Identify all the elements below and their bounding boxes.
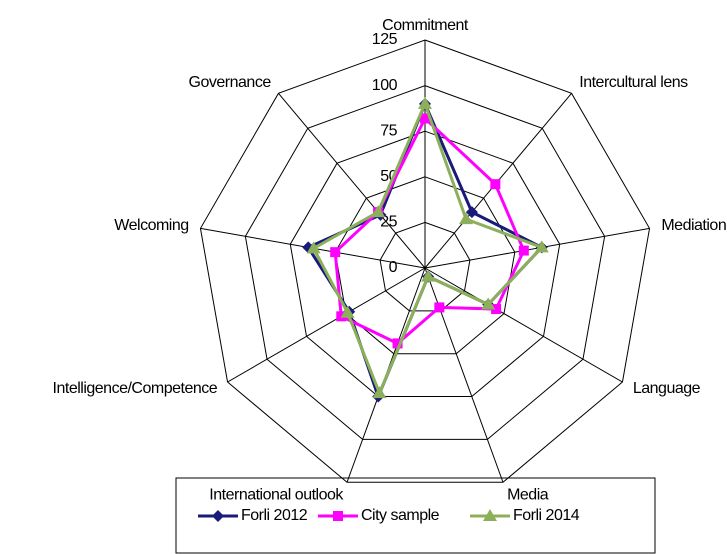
series-line (311, 99, 545, 398)
axis-spoke (278, 93, 426, 269)
data-point (434, 302, 445, 313)
legend-marker (483, 509, 497, 521)
data-point (465, 206, 478, 219)
legend-label: City sample (361, 507, 440, 524)
data-point (418, 96, 432, 109)
r-tick-label: 25 (380, 214, 397, 231)
grid-line (289, 130, 561, 398)
series-line (333, 115, 526, 346)
data-point (372, 386, 387, 399)
legend-label: Forli 2014 (513, 507, 580, 524)
category-label: Media (507, 487, 549, 504)
legend-marker (333, 511, 343, 521)
r-tick-label: 125 (372, 31, 398, 48)
data-point (340, 305, 355, 318)
data-point (371, 205, 386, 218)
data-point (481, 297, 496, 310)
data-point (421, 269, 436, 282)
data-point (534, 240, 549, 253)
data-point (490, 179, 501, 190)
grid-line (199, 39, 651, 483)
category-label: Governance (189, 74, 272, 91)
category-label: Mediation (661, 217, 726, 234)
axis-spoke (424, 267, 623, 383)
category-label: Welcoming (114, 217, 188, 234)
category-label: International outlook (209, 487, 344, 504)
data-point (491, 304, 502, 315)
data-point (420, 113, 430, 124)
data-point (336, 311, 347, 322)
r-tick-label: 100 (372, 77, 398, 94)
axis-spoke (227, 267, 426, 383)
category-label: Intercultural lens (579, 74, 688, 91)
category-label: Commitment (382, 17, 469, 34)
grid-line (244, 85, 606, 440)
data-point (330, 247, 341, 258)
data-point (392, 338, 403, 349)
grid-line (379, 221, 471, 312)
r-tick-label: 75 (380, 122, 397, 139)
data-point (518, 245, 529, 256)
legend-label: Forli 2012 (241, 507, 308, 524)
category-label: Intelligence/Competence (53, 380, 218, 397)
data-point (306, 241, 321, 254)
legend-box (175, 477, 656, 554)
legend-marker (212, 510, 224, 522)
data-point (459, 212, 474, 225)
category-label: Language (633, 380, 701, 397)
r-tick-label: 0 (389, 259, 398, 276)
